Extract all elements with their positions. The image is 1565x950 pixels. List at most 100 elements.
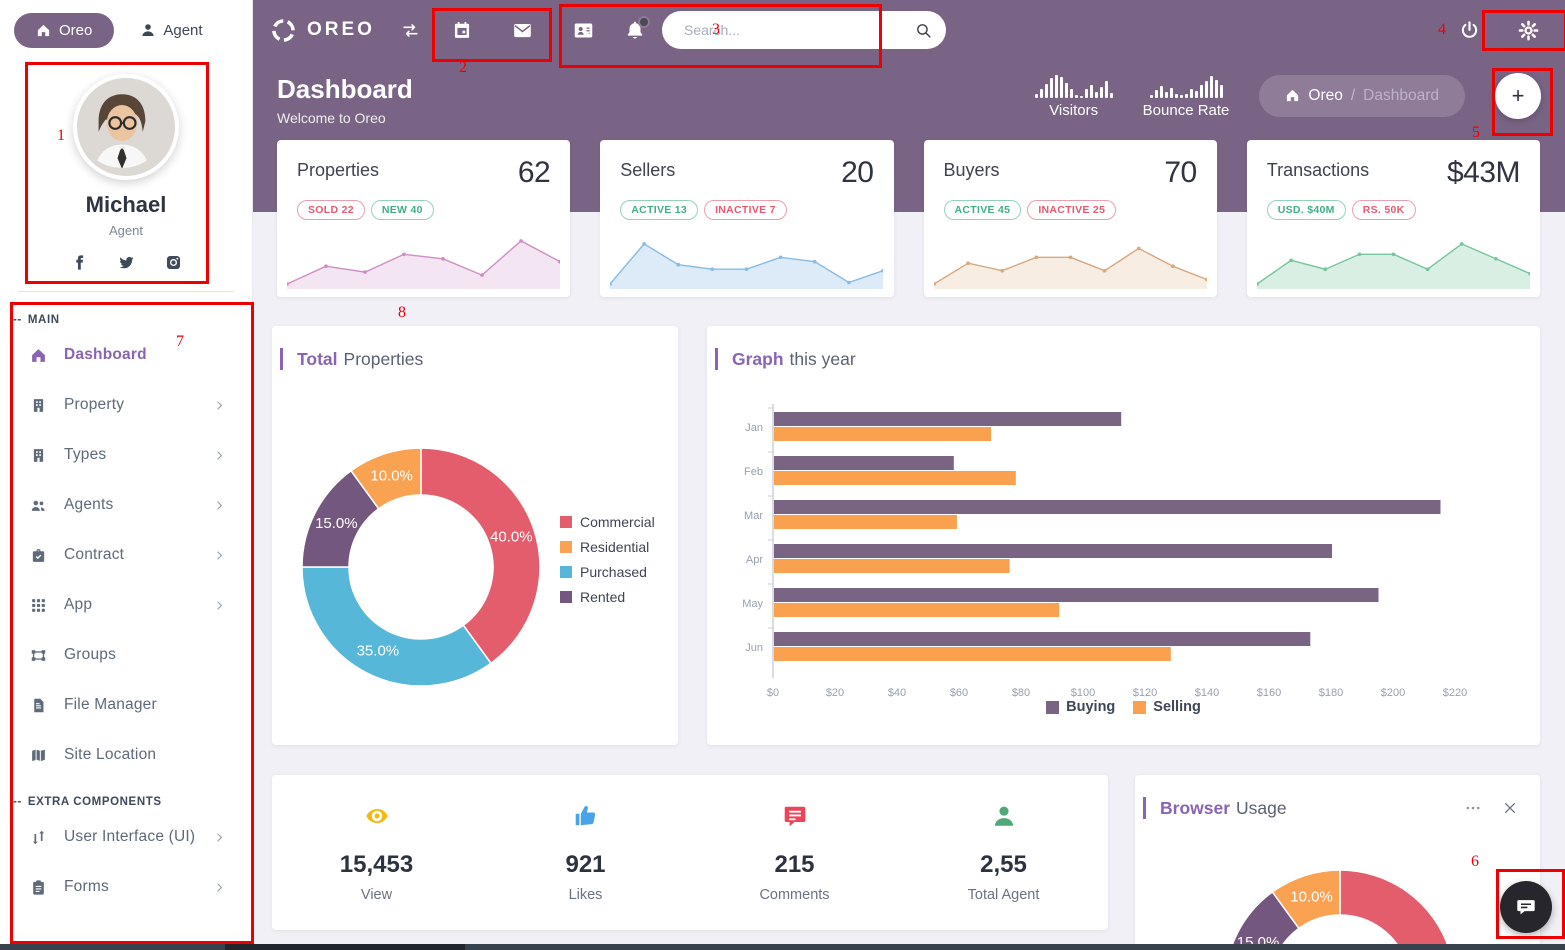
page-title: Dashboard [277,74,413,104]
oreo-home-button[interactable]: Oreo [14,12,115,48]
sidebar-item-app[interactable]: App [0,580,252,630]
stat-label: View [360,886,393,903]
breadcrumb-home[interactable]: Oreo [1308,86,1343,104]
avatar [73,74,179,180]
bounce-rate-label: Bounce Rate [1142,102,1230,119]
calendar-icon[interactable] [452,20,472,41]
search-icon[interactable] [915,22,932,39]
profile-name: Michael [85,192,167,217]
stat-label: Total Agent [967,886,1040,903]
total-properties-donut-chart: 40.0% 35.0% 15.0% 10.0% [301,447,541,687]
stat-title: Sellers [620,160,676,180]
scrollbar-thumb[interactable] [225,944,465,950]
badge-sold-22: SOLD 22 [297,200,365,220]
chevron-right-icon [213,449,226,462]
close-icon[interactable] [1502,800,1518,816]
bounce-rate-bars [1143,72,1230,98]
chat-button[interactable] [1500,881,1552,933]
svg-text:$220: $220 [1443,687,1467,697]
clipboard-icon [30,879,48,896]
stat-sparkline [610,242,884,289]
oreo-logo[interactable]: OREO [270,17,375,44]
title-rest: Properties [343,348,424,369]
agent-tab[interactable]: Agent [140,22,203,39]
sidebar-item-forms[interactable]: Forms [0,862,252,912]
legend-item-buying: Buying [1046,699,1115,715]
sidebar-toggle-icon[interactable] [401,21,420,40]
stat-card-properties: Properties 62 SOLD 22 NEW 40 [277,140,571,297]
avatar-portrait [77,78,167,168]
sidebar-item-site-location[interactable]: Site Location [0,730,252,780]
svg-text:$120: $120 [1133,687,1157,697]
sidebar-item-property[interactable]: Property [0,380,252,430]
sidebar-item-groups[interactable]: Groups [0,630,252,680]
more-options-icon[interactable] [1464,799,1482,817]
browser-usage-card: Browser Usage 40.0%35.0%15.0%10.0% [1135,775,1540,950]
svg-text:$40: $40 [888,687,906,697]
facebook-icon[interactable] [71,254,88,271]
sidebar-item-label: Dashboard [64,346,147,363]
home-icon [30,347,48,364]
chevron-right-icon [213,599,226,612]
svg-text:10.0%: 10.0% [370,468,413,485]
breadcrumb: Oreo / Dashboard [1259,74,1465,117]
sidebar-item-label: Site Location [64,746,157,763]
sidebar-item-types[interactable]: Types [0,430,252,480]
mail-icon[interactable] [512,20,533,41]
sidebar-item-label: Agents [64,496,114,513]
badge-rs-50k: RS. 50K [1351,200,1416,220]
card-actions [1464,799,1518,817]
visitors-sparkline: Visitors [1034,72,1113,119]
total-properties-card: Total Properties 40.0% 35.0% 15.0% 10.0% Co… [272,326,678,745]
contacts-icon[interactable] [573,20,594,41]
sidebar: Oreo Agent [0,0,252,950]
sidebar-item-label: Groups [64,646,117,663]
thumb-icon [481,803,690,829]
sidebar-item-dashboard[interactable]: Dashboard [0,330,252,380]
svg-text:15.0%: 15.0% [315,515,358,532]
sidebar-item-label: User Interface (UI) [64,828,196,845]
legend-item-purchased: Purchased [560,564,655,580]
browser-usage-header: Browser Usage [1135,775,1540,819]
twitter-icon[interactable] [118,254,135,271]
horizontal-scrollbar[interactable] [0,944,1565,950]
stat-value: 921 [565,850,606,878]
stat-title: Transactions [1266,160,1370,180]
chevron-right-icon [213,549,226,562]
search-box [661,11,946,49]
power-icon[interactable] [1459,20,1480,41]
profile-role: Agent [109,223,143,238]
person-icon [140,22,156,38]
sidebar-item-file-manager[interactable]: File Manager [0,680,252,730]
sidebar-item-agents[interactable]: Agents [0,480,252,530]
bounce-rate-sparkline: Bounce Rate [1142,72,1230,119]
profile-card: Michael Agent [0,60,252,271]
comment-icon [690,803,899,829]
engagement-stat-likes: 921 Likes [481,803,690,903]
stat-sparkline [933,246,1207,289]
stat-cards-row: Properties 62 SOLD 22 NEW 40 Sellers 20 ACTIVE… [277,140,1540,297]
sidebar-item-contract[interactable]: Contract [0,530,252,580]
svg-text:$200: $200 [1381,687,1405,697]
grid-icon [30,597,48,614]
sidebar-item-user-interface-ui[interactable]: User Interface (UI) [0,812,252,862]
instagram-icon[interactable] [165,254,182,271]
oreo-logo-icon [270,17,297,44]
total-properties-title: Total Properties [272,326,678,370]
search-input[interactable] [681,21,915,39]
notification-dot [637,16,650,28]
bell-icon[interactable] [624,16,650,41]
chevron-right-icon [213,499,226,512]
social-links [0,254,252,271]
stat-value: 15,453 [339,850,414,878]
annotation-number-8: 8 [398,304,406,321]
breadcrumb-separator: / [1350,86,1356,104]
add-button[interactable]: + [1495,72,1541,119]
title-accent [1143,797,1146,819]
chevron-right-icon [213,881,226,894]
stat-value: 70 [1164,156,1197,189]
topbar: OREO [252,0,1565,60]
browser-usage-donut-chart: 40.0%35.0%15.0%10.0% [1229,869,1451,950]
gear-icon[interactable] [1518,20,1539,41]
